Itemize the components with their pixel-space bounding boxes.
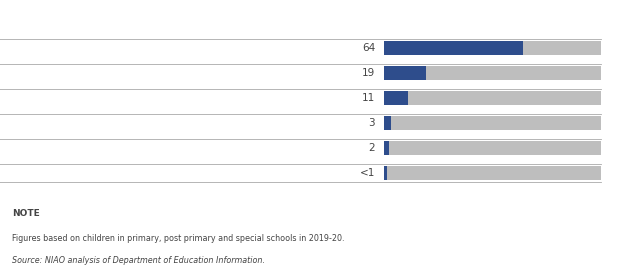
Text: 2: 2 xyxy=(368,143,375,153)
Text: <1: <1 xyxy=(360,168,375,178)
Bar xyxy=(389,142,601,155)
Bar xyxy=(425,66,601,80)
Text: 3: 3 xyxy=(368,118,375,128)
Text: 11: 11 xyxy=(362,93,375,103)
Text: 64: 64 xyxy=(362,43,375,53)
Bar xyxy=(384,41,523,55)
Bar xyxy=(523,41,601,55)
Bar xyxy=(384,166,387,180)
Bar xyxy=(384,142,389,155)
Text: Figures based on children in primary, post primary and special schools in 2019-2: Figures based on children in primary, po… xyxy=(12,234,345,243)
Text: NOTE: NOTE xyxy=(12,209,40,218)
Text: 19: 19 xyxy=(362,68,375,78)
Text: Source: NIAO analysis of Department of Education Information.: Source: NIAO analysis of Department of E… xyxy=(12,256,265,265)
Bar xyxy=(387,166,601,180)
Bar xyxy=(408,91,601,105)
Bar xyxy=(391,116,601,130)
Bar xyxy=(384,66,425,80)
Bar xyxy=(384,91,408,105)
Bar xyxy=(384,116,391,130)
